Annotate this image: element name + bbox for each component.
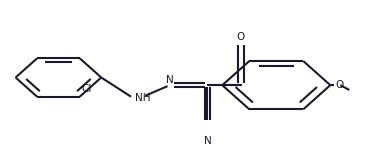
Text: O: O bbox=[237, 32, 245, 42]
Text: N: N bbox=[166, 75, 174, 85]
Text: NH: NH bbox=[135, 93, 150, 103]
Text: Cl: Cl bbox=[81, 84, 91, 94]
Text: O: O bbox=[335, 80, 343, 90]
Text: N: N bbox=[204, 136, 211, 146]
